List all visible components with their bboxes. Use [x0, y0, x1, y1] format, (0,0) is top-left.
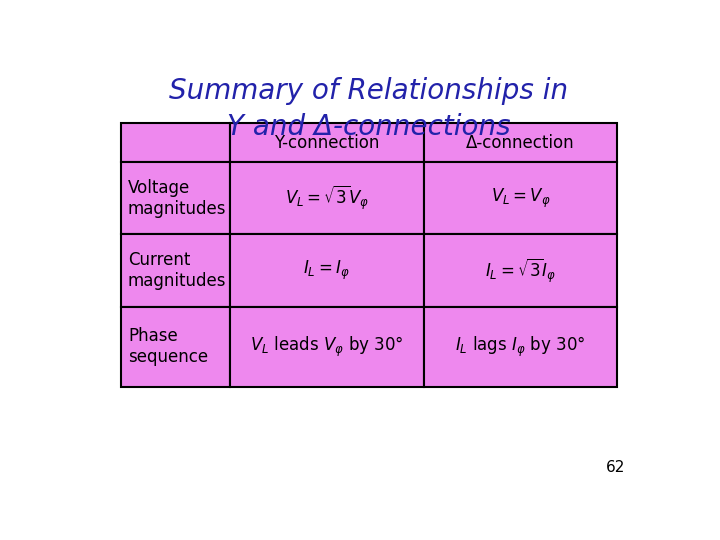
Text: 62: 62: [606, 460, 626, 475]
Text: Y-connection: Y-connection: [274, 133, 379, 152]
Text: $V_L = \sqrt{3}V_{\varphi}$: $V_L = \sqrt{3}V_{\varphi}$: [284, 184, 369, 212]
Bar: [121, 307, 230, 387]
Text: Δ-connection: Δ-connection: [466, 133, 575, 152]
Bar: [423, 234, 617, 307]
Text: $I_L = \sqrt{3}I_{\varphi}$: $I_L = \sqrt{3}I_{\varphi}$: [485, 256, 556, 285]
Bar: [230, 234, 423, 307]
Text: $V_L = V_{\varphi}$: $V_L = V_{\varphi}$: [490, 187, 550, 210]
Bar: [230, 123, 423, 162]
Bar: [121, 234, 230, 307]
Text: Voltage
magnitudes: Voltage magnitudes: [128, 179, 227, 218]
Bar: [230, 162, 423, 234]
Text: $V_L$ leads $V_{\varphi}$ by 30°: $V_L$ leads $V_{\varphi}$ by 30°: [250, 335, 404, 359]
Bar: [423, 123, 617, 162]
Bar: [423, 307, 617, 387]
Text: Current
magnitudes: Current magnitudes: [128, 251, 227, 290]
Text: $I_L$ lags $I_{\varphi}$ by 30°: $I_L$ lags $I_{\varphi}$ by 30°: [455, 335, 585, 359]
Text: $I_L = I_{\varphi}$: $I_L = I_{\varphi}$: [303, 259, 350, 282]
Bar: [230, 307, 423, 387]
Bar: [121, 162, 230, 234]
Text: Phase
sequence: Phase sequence: [128, 327, 208, 366]
Bar: [121, 123, 230, 162]
Bar: [423, 162, 617, 234]
Text: Summary of Relationships in
Y and Δ-connections: Summary of Relationships in Y and Δ-conn…: [169, 77, 569, 141]
